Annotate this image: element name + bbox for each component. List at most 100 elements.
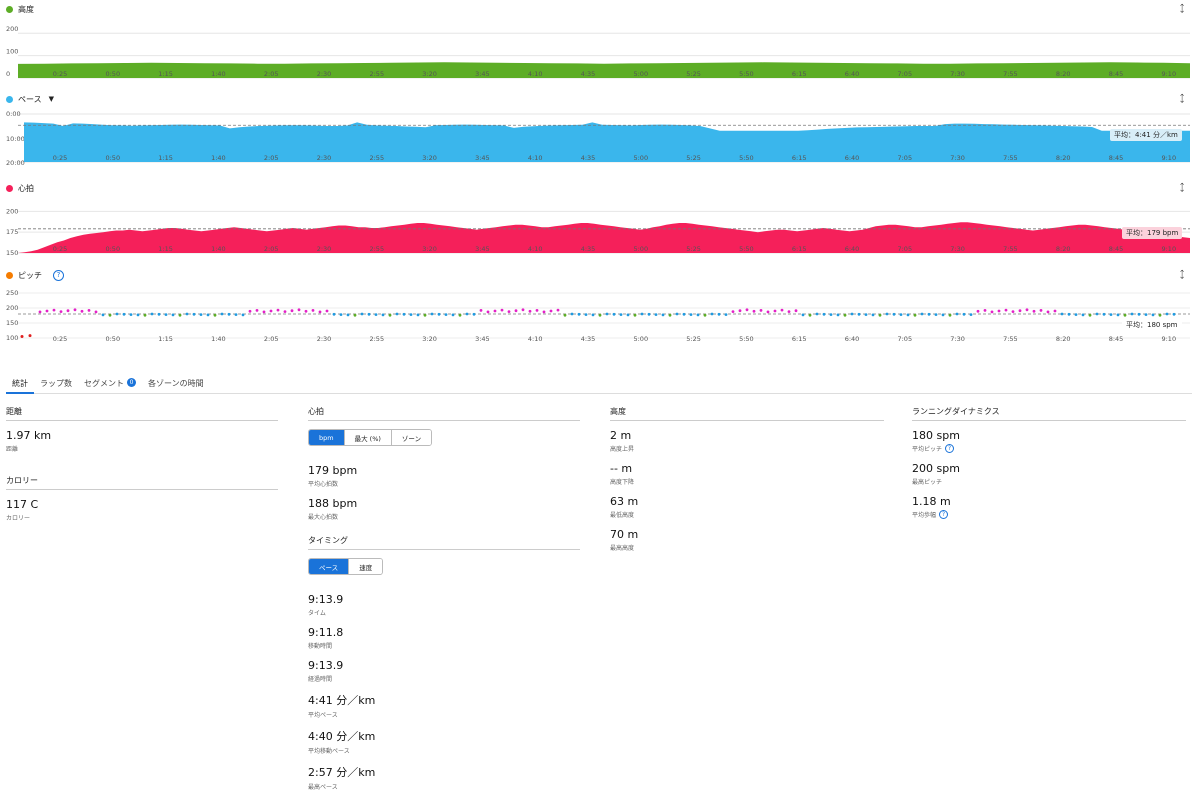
- cadence-point: [1011, 310, 1015, 313]
- cadence-point: [990, 310, 994, 314]
- cadence-point: [276, 308, 280, 312]
- timing-value: 9:13.9: [308, 659, 344, 672]
- elevation-label: 高度下降: [610, 479, 635, 486]
- timing-pace-button[interactable]: ペース: [309, 559, 350, 574]
- cadence-point: [773, 309, 777, 313]
- y-tick-label: 250: [6, 289, 18, 297]
- cadence-point: [829, 313, 833, 316]
- elevation-chart: 高度 ⤢ 200 100 0 0:25 0:50 1:15 1:40 2:05 2:30 2:55…: [0, 2, 1200, 82]
- cadence-point: [304, 309, 308, 313]
- cadence-point: [584, 313, 588, 316]
- distance-calories-column: 距離 1.97 km 距離 カロリー 117 C カロリー: [6, 406, 278, 531]
- x-tick-label: 2:30: [317, 70, 332, 78]
- cadence-point: [1165, 312, 1169, 316]
- cadence-point: [1032, 309, 1036, 313]
- cadence-point: [983, 309, 987, 312]
- cadence-point: [94, 310, 98, 314]
- cadence-point: [997, 309, 1001, 313]
- x-tick-label: 0:50: [105, 335, 120, 343]
- heart-bpm-button[interactable]: bpm: [309, 430, 345, 445]
- cadence-point: [857, 312, 861, 316]
- cadence-point: [493, 309, 497, 313]
- calories-stat: 117 C カロリー: [6, 498, 278, 522]
- x-tick-label: 3:20: [422, 335, 437, 343]
- timing-stat: 9:13.9 タイム: [308, 593, 580, 617]
- timing-label: 最高ペース: [308, 784, 338, 791]
- cadence-point: [388, 313, 392, 317]
- cadence-point: [479, 309, 483, 312]
- x-tick-label: 6:40: [845, 70, 860, 78]
- cadence-point: [1067, 312, 1071, 316]
- cadence-point: [640, 312, 644, 316]
- pace-chart-header[interactable]: ペース ▼: [6, 92, 54, 106]
- cadence-point: [353, 313, 357, 317]
- dynamics-value: 1.18 m: [912, 495, 951, 508]
- timing-value: 4:41 分／km: [308, 694, 376, 707]
- cadence-point: [451, 313, 455, 317]
- x-tick-label: 1:40: [211, 245, 226, 253]
- cadence-point: [1116, 313, 1120, 317]
- x-tick-label: 3:45: [475, 245, 490, 253]
- x-tick-label: 2:55: [369, 154, 384, 162]
- cadence-point: [332, 312, 336, 316]
- cadence-chart-header: ピッチ ?: [6, 268, 64, 282]
- cadence-point: [647, 312, 651, 316]
- x-tick-label: 8:20: [1056, 245, 1071, 253]
- cadence-point: [822, 312, 826, 316]
- help-icon[interactable]: ?: [945, 444, 955, 453]
- x-tick-label: 2:05: [264, 154, 279, 162]
- heart-zone-button[interactable]: ゾーン: [391, 430, 432, 445]
- cadence-point: [171, 313, 175, 317]
- x-tick-label: 5:25: [686, 154, 701, 162]
- cadence-point: [248, 309, 252, 313]
- cadence-point: [444, 313, 448, 316]
- help-icon[interactable]: ?: [939, 510, 949, 519]
- cadence-point: [906, 313, 910, 317]
- heart-rate-area: [18, 222, 1190, 253]
- x-tick-label: 2:30: [317, 335, 332, 343]
- elevation-column: 高度 2 m 高度上昇 -- m 高度下降 63 m 最低高度 70 m 最高高度: [610, 406, 884, 561]
- cadence-point: [318, 310, 322, 314]
- help-icon[interactable]: ?: [53, 269, 64, 281]
- x-tick-label: 6:40: [845, 154, 860, 162]
- cadence-point: [262, 310, 266, 314]
- elevation-value: 2 m: [610, 429, 632, 442]
- cadence-point: [381, 313, 385, 317]
- timing-label: タイム: [308, 610, 326, 617]
- cadence-point: [920, 312, 924, 316]
- x-tick-label: 8:20: [1056, 154, 1071, 162]
- cadence-point: [346, 313, 350, 317]
- x-tick-label: 7:30: [950, 154, 965, 162]
- timing-speed-button[interactable]: 速度: [349, 559, 383, 574]
- segments-count-badge: 0: [127, 378, 136, 387]
- tab-stats[interactable]: 統計: [6, 376, 34, 394]
- cadence-point: [808, 313, 812, 317]
- timing-value: 9:13.9: [308, 593, 344, 606]
- cadence-point: [1102, 312, 1106, 316]
- timing-value: 2:57 分／km: [308, 766, 376, 779]
- x-tick-label: 7:05: [897, 245, 912, 253]
- cadence-point: [1095, 312, 1099, 316]
- tab-segments[interactable]: セグメント 0: [78, 376, 142, 394]
- chevron-down-icon[interactable]: ▼: [48, 95, 54, 103]
- avg-heart-rate-label: 平均心拍数: [308, 481, 339, 488]
- elevation-label: 最低高度: [610, 512, 635, 519]
- elevation-chart-title: 高度: [18, 4, 34, 14]
- heart-rate-chart: 心拍 ⤢ 200 175 150 0:25 0:50 1:15 1:40 2:05 2:30 2:…: [0, 181, 1200, 255]
- cadence-point: [178, 313, 182, 317]
- distance-section-title: 距離: [6, 406, 278, 421]
- dynamics-label-row: 平均ピッチ?: [912, 444, 1186, 453]
- tab-laps[interactable]: ラップ数: [34, 376, 78, 394]
- timing-label: 平均ペース: [308, 712, 338, 719]
- tab-zone-time[interactable]: 各ゾーンの時間: [142, 376, 210, 394]
- max-heart-rate-stat: 188 bpm 最大心拍数: [308, 497, 580, 521]
- cadence-point: [878, 313, 882, 317]
- cadence-point: [696, 313, 700, 317]
- heart-max-percent-button[interactable]: 最大 (%): [344, 430, 392, 445]
- cadence-point: [269, 309, 273, 313]
- dynamics-value: 180 spm: [912, 429, 960, 442]
- cadence-point: [437, 312, 441, 316]
- running-dynamics-column: ランニングダイナミクス 180 spm 平均ピッチ? 200 spm 最高ピッチ 1…: [912, 406, 1186, 528]
- x-tick-label: 9:10: [1161, 245, 1176, 253]
- cadence-point: [1053, 309, 1057, 313]
